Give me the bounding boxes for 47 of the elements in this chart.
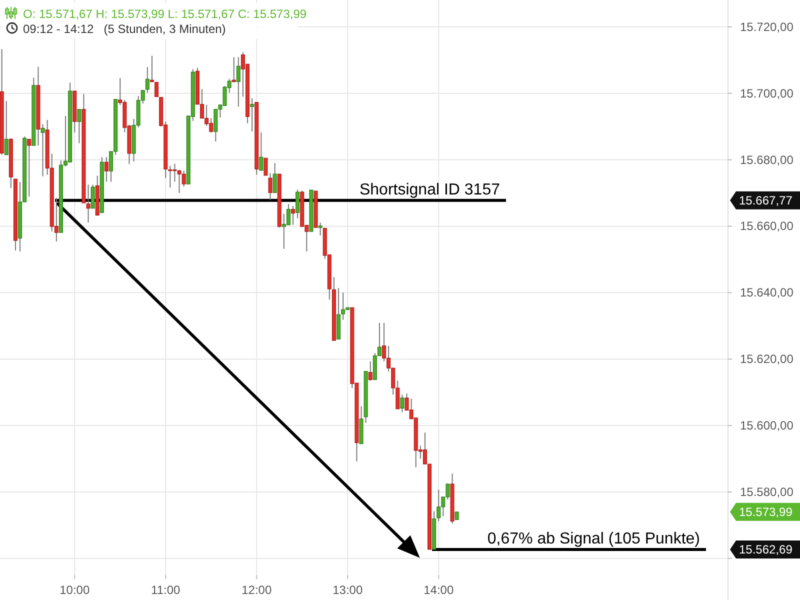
candlestick xyxy=(264,158,268,176)
candlestick xyxy=(86,184,90,224)
text: O: 15.571,67 H: 15.573,99 L: 15.571,67 C: 15.573,99 xyxy=(23,7,307,21)
candlestick xyxy=(400,394,404,413)
candlestick xyxy=(268,172,272,200)
candlestick xyxy=(318,222,322,236)
candlestick xyxy=(232,56,236,83)
y-tick-label: 15.620,00 xyxy=(740,352,794,366)
ref-line-label: Shortsignal ID 3157 xyxy=(359,181,500,198)
x-tick-label: 14:00 xyxy=(424,583,454,597)
candlestick xyxy=(27,138,32,198)
x-tick-label: 11:00 xyxy=(151,583,181,597)
candlestick xyxy=(236,56,240,108)
candlestick xyxy=(296,189,300,219)
y-tick-label: 15.660,00 xyxy=(740,219,794,234)
text: 15.562,69 xyxy=(739,542,793,556)
candlestick xyxy=(286,203,290,226)
candlestick xyxy=(272,162,277,194)
ref-line-label: 0,67% ab Signal (105 Punkte) xyxy=(487,530,700,548)
candlestick xyxy=(40,124,45,177)
candlestick xyxy=(4,100,8,156)
y-tick-label: 15.580,00 xyxy=(740,484,794,499)
candlestick xyxy=(154,81,159,98)
candlestick xyxy=(150,55,154,83)
text: 15.667,77 xyxy=(739,193,793,208)
candlestick xyxy=(341,292,346,320)
y-tick-label: 15.640,00 xyxy=(740,286,794,300)
y-tick-label: 15.600,00 xyxy=(740,418,794,433)
candlestick xyxy=(436,489,441,522)
x-tick-label: 12:00 xyxy=(242,583,272,597)
candlestick xyxy=(104,156,108,182)
x-tick-label: 10:00 xyxy=(60,583,90,597)
y-tick-label: 15.700,00 xyxy=(740,86,794,100)
text: 15.573,99 xyxy=(739,504,793,519)
text: 09:12 - 14:12 (5 Stunden, 3 Minuten) xyxy=(23,22,226,36)
candlestick xyxy=(259,132,264,171)
candlestick xyxy=(145,66,150,94)
candlestick xyxy=(77,108,82,144)
x-tick-label: 13:00 xyxy=(332,583,363,597)
y-tick-label: 15.680,00 xyxy=(740,152,794,167)
candlestick xyxy=(291,205,296,226)
candlestick xyxy=(250,98,254,132)
candlestick xyxy=(168,165,172,188)
candlestick xyxy=(368,360,372,382)
candlestick xyxy=(90,184,95,209)
candlestick xyxy=(214,108,218,142)
y-tick-label: 15.720,00 xyxy=(740,20,794,34)
